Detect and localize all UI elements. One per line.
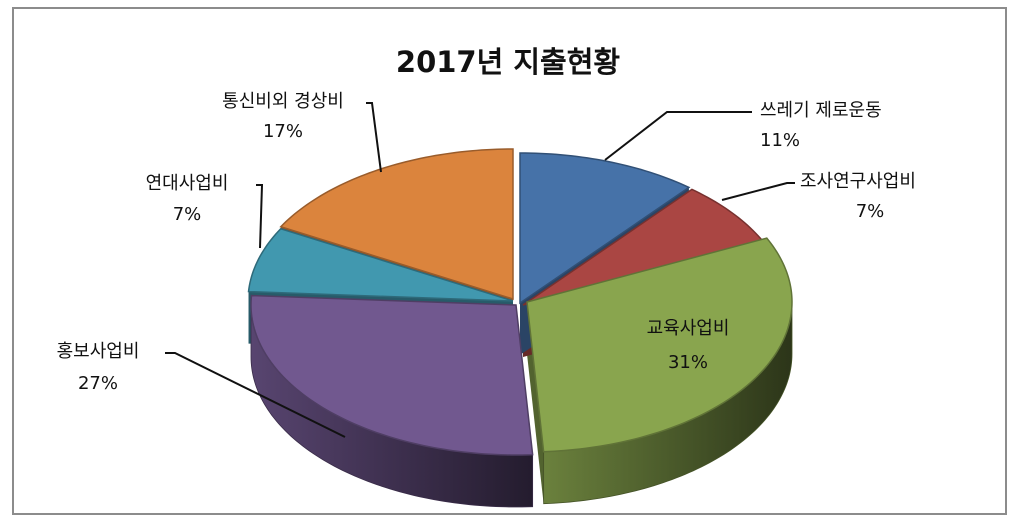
slice-5-leader-line: [256, 184, 264, 249]
pie-tops: [247, 148, 793, 456]
slice-1-category-label: 쓰레기 제로운동: [760, 100, 882, 121]
slice-5-value-label: 7%: [173, 204, 202, 225]
slice-6-leader-line: [366, 102, 382, 173]
slice-6-top: [279, 148, 514, 301]
slice-4-category-label: 홍보사업비: [57, 341, 140, 362]
pie-labels: 쓰레기 제로운동 11%조사연구사업비 7% 교육사업비 31% 홍보사업비 27% 연대사업…: [57, 91, 916, 394]
slice-2-leader-line: [721, 182, 795, 201]
chart-title: 2017년 지출현황: [396, 45, 621, 79]
pie-leader-lines: [165, 102, 795, 438]
slice-3-top: [526, 237, 793, 453]
slice-5-category-label: 연대사업비: [146, 173, 229, 194]
slice-2-category-label: 조사연구사업비: [800, 171, 916, 192]
slice-2-top: [522, 188, 765, 306]
slice-1-leader-line: [604, 111, 752, 161]
slice-1-value-label: 11%: [760, 130, 800, 151]
slice-3-value-label: 31%: [668, 352, 708, 373]
slice-6-value-label: 17%: [263, 121, 303, 142]
slice-2-value-label: 7%: [856, 201, 885, 222]
slice-6-category-label: 통신비외 경상비: [222, 91, 344, 112]
slice-3-category-label: 교육사업비: [647, 318, 730, 339]
slice-1-top: [519, 152, 691, 305]
slice-4-value-label: 27%: [78, 373, 118, 394]
slice-4-leader-line: [165, 352, 346, 438]
slice-4-top: [250, 294, 534, 456]
slice-5-top: [247, 227, 514, 302]
